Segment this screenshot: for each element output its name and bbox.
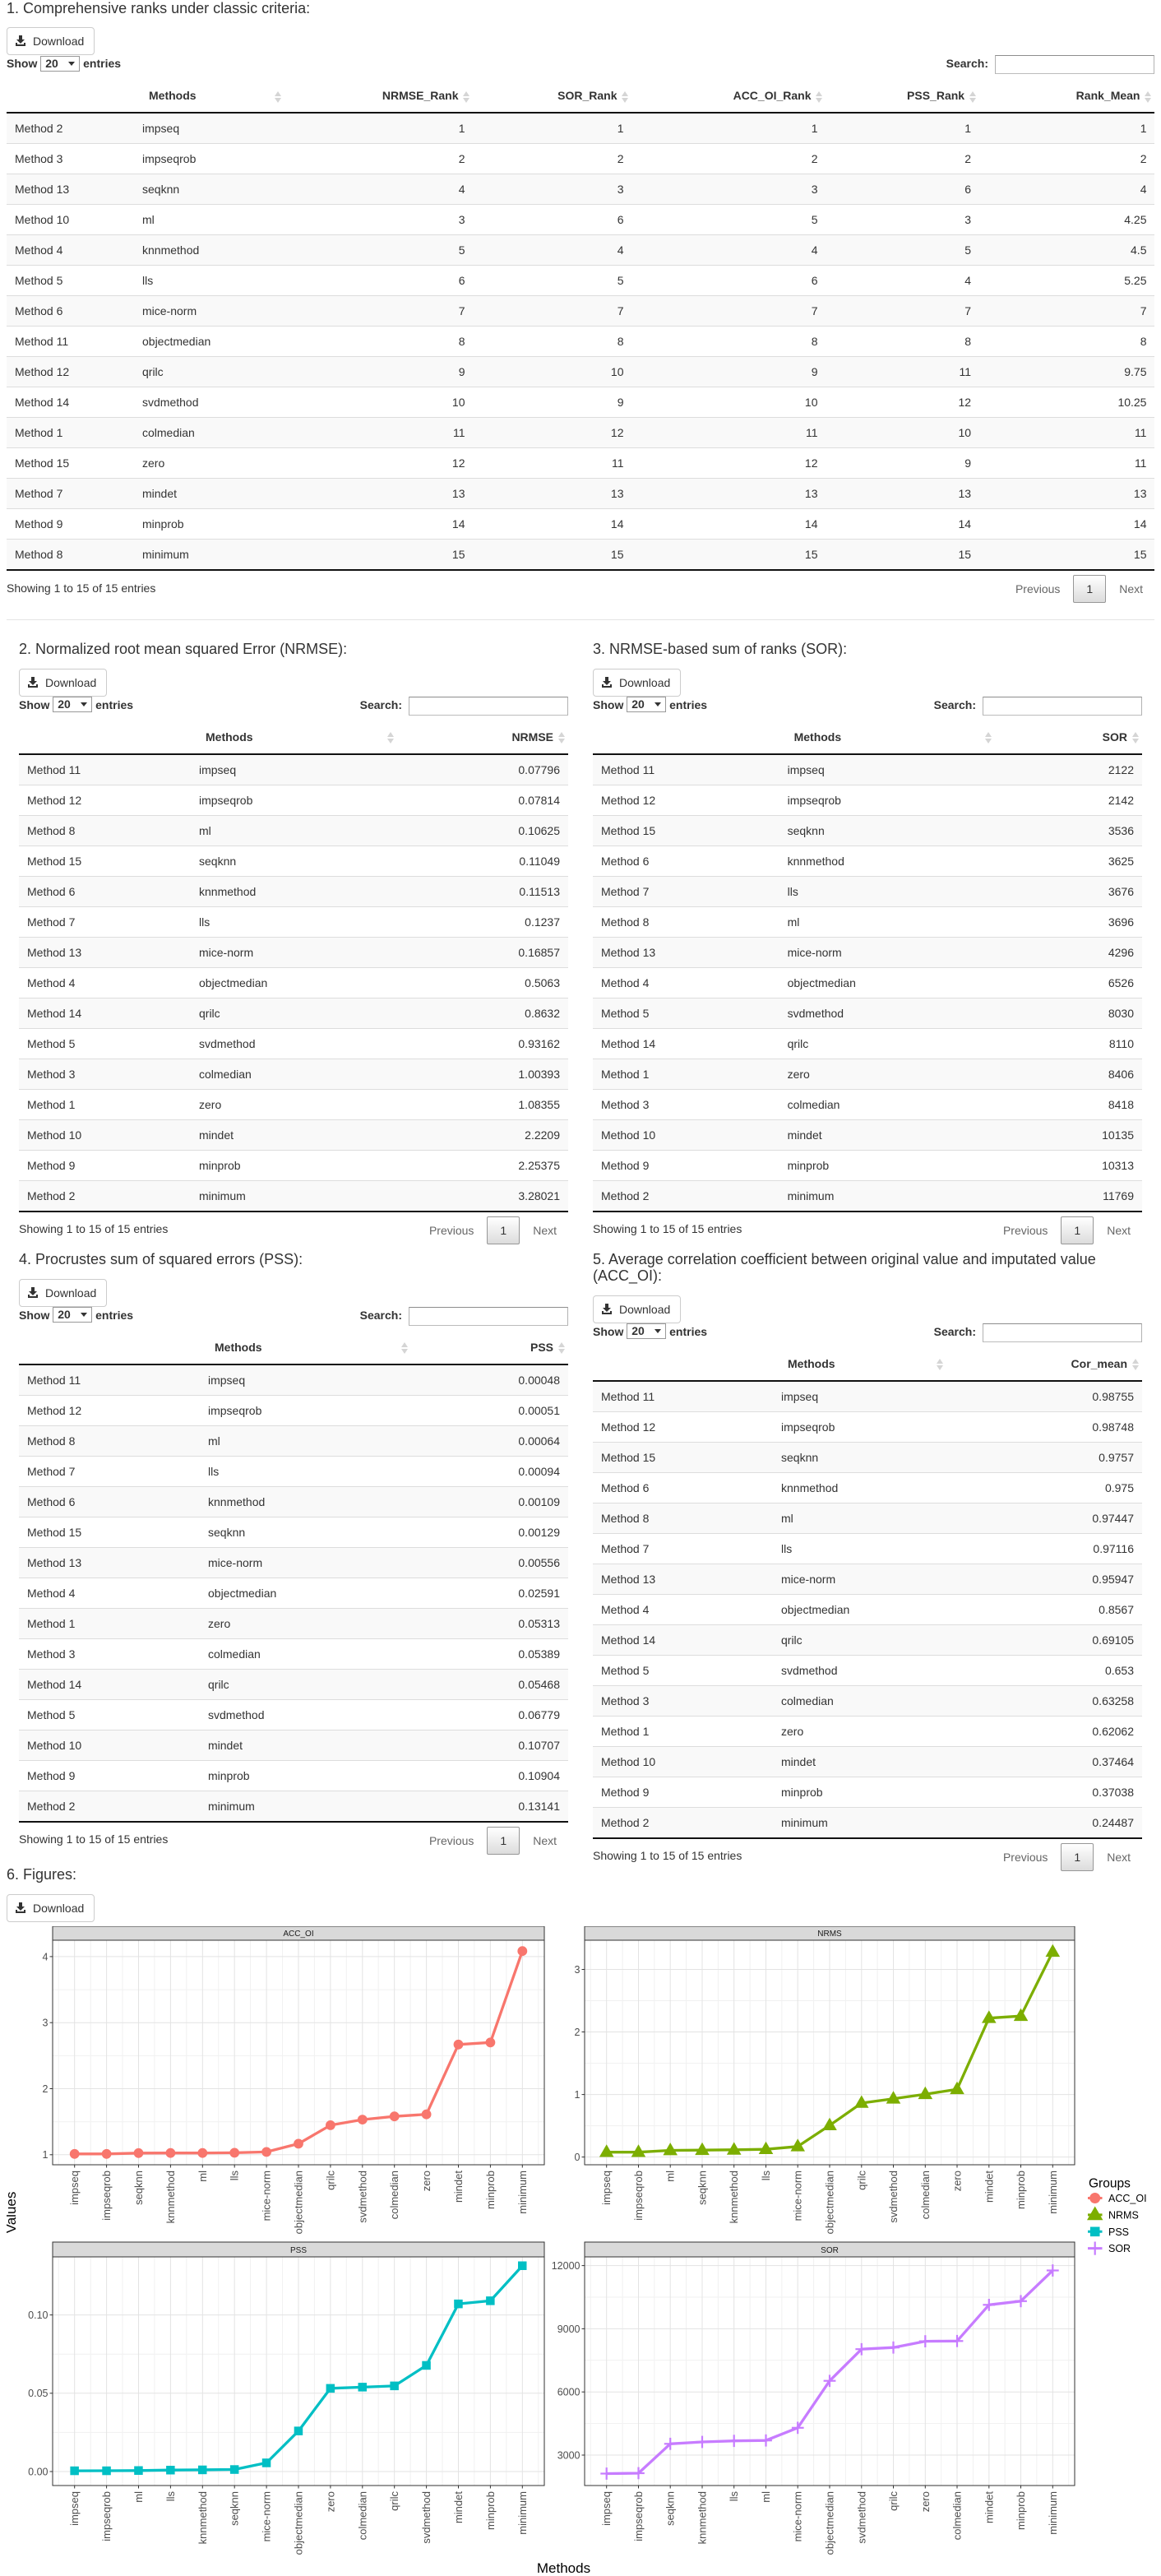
svg-text:SOR: SOR xyxy=(821,2246,839,2255)
svg-text:NRMS: NRMS xyxy=(817,1930,842,1939)
svg-text:3: 3 xyxy=(43,2018,49,2029)
svg-text:mice-norm: mice-norm xyxy=(792,2491,804,2541)
svg-text:NRMS: NRMS xyxy=(1108,2209,1139,2221)
svg-text:objectmedian: objectmedian xyxy=(824,2491,836,2555)
svg-text:mice-norm: mice-norm xyxy=(261,2171,273,2221)
svg-text:knnmethod: knnmethod xyxy=(164,2171,177,2223)
svg-text:lls: lls xyxy=(728,2490,740,2501)
svg-text:impseqrob: impseqrob xyxy=(632,2171,645,2221)
svg-text:impseq: impseq xyxy=(600,2491,613,2526)
svg-text:12000: 12000 xyxy=(552,2260,580,2272)
svg-text:minimum: minimum xyxy=(516,2171,529,2214)
svg-text:colmedian: colmedian xyxy=(919,2171,932,2219)
svg-text:zero: zero xyxy=(951,2171,964,2191)
svg-text:ml: ml xyxy=(132,2491,145,2503)
svg-text:3: 3 xyxy=(575,1964,580,1976)
svg-text:qrilc: qrilc xyxy=(887,2490,900,2510)
svg-text:seqknn: seqknn xyxy=(696,2171,709,2205)
svg-text:svdmethod: svdmethod xyxy=(855,2491,867,2544)
svg-text:qrilc: qrilc xyxy=(324,2170,336,2189)
svg-text:objectmedian: objectmedian xyxy=(293,2171,305,2234)
svg-text:mice-norm: mice-norm xyxy=(261,2491,273,2541)
svg-text:impseq: impseq xyxy=(68,2171,81,2205)
svg-text:0: 0 xyxy=(575,2152,580,2163)
svg-text:ml: ml xyxy=(760,2491,772,2503)
svg-text:impseqrob: impseqrob xyxy=(100,2171,113,2221)
svg-text:minimum: minimum xyxy=(1047,2171,1059,2214)
svg-text:ml: ml xyxy=(197,2171,209,2182)
svg-text:1: 1 xyxy=(43,2149,49,2161)
svg-text:9000: 9000 xyxy=(557,2323,580,2335)
svg-text:2: 2 xyxy=(575,2027,580,2038)
svg-text:PSS: PSS xyxy=(1108,2226,1129,2238)
svg-text:1: 1 xyxy=(575,2089,580,2101)
svg-text:qrilc: qrilc xyxy=(388,2490,400,2510)
svg-text:objectmedian: objectmedian xyxy=(824,2171,836,2234)
svg-text:mindet: mindet xyxy=(983,2491,995,2523)
svg-text:PSS: PSS xyxy=(290,2246,307,2255)
svg-text:impseq: impseq xyxy=(600,2171,613,2205)
svg-text:mindet: mindet xyxy=(452,2491,465,2523)
svg-text:zero: zero xyxy=(420,2171,432,2191)
svg-text:SOR: SOR xyxy=(1108,2243,1131,2254)
svg-text:minimum: minimum xyxy=(1047,2491,1059,2535)
svg-text:ml: ml xyxy=(664,2171,677,2182)
svg-text:mice-norm: mice-norm xyxy=(792,2171,804,2221)
svg-text:lls: lls xyxy=(229,2170,241,2180)
svg-text:minprob: minprob xyxy=(484,2491,497,2530)
svg-text:ACC_OI: ACC_OI xyxy=(1108,2193,1147,2204)
svg-text:minprob: minprob xyxy=(484,2171,497,2209)
svg-text:impseqrob: impseqrob xyxy=(632,2491,645,2541)
svg-text:colmedian: colmedian xyxy=(356,2491,368,2540)
svg-text:6000: 6000 xyxy=(557,2387,580,2398)
svg-text:4: 4 xyxy=(43,1951,49,1962)
svg-text:seqknn: seqknn xyxy=(664,2491,677,2526)
svg-text:knnmethod: knnmethod xyxy=(197,2491,209,2544)
svg-text:Methods: Methods xyxy=(537,2560,590,2576)
svg-text:qrilc: qrilc xyxy=(855,2170,867,2189)
svg-text:ACC_OI: ACC_OI xyxy=(283,1930,313,1939)
svg-text:colmedian: colmedian xyxy=(388,2171,400,2219)
svg-text:mindet: mindet xyxy=(452,2171,465,2203)
svg-text:zero: zero xyxy=(324,2491,336,2512)
svg-text:objectmedian: objectmedian xyxy=(293,2491,305,2555)
svg-text:impseqrob: impseqrob xyxy=(100,2491,113,2541)
svg-text:3000: 3000 xyxy=(557,2449,580,2461)
svg-text:lls: lls xyxy=(164,2490,177,2501)
svg-text:knnmethod: knnmethod xyxy=(696,2491,709,2544)
svg-text:0.00: 0.00 xyxy=(28,2466,48,2477)
svg-text:svdmethod: svdmethod xyxy=(887,2171,900,2223)
svg-text:2: 2 xyxy=(43,2083,49,2095)
svg-text:minprob: minprob xyxy=(1015,2491,1027,2530)
svg-text:Values: Values xyxy=(7,2192,19,2234)
svg-text:lls: lls xyxy=(760,2170,772,2180)
svg-text:mindet: mindet xyxy=(983,2171,995,2203)
svg-text:svdmethod: svdmethod xyxy=(420,2491,432,2544)
svg-text:minprob: minprob xyxy=(1015,2171,1027,2209)
svg-text:seqknn: seqknn xyxy=(132,2171,145,2205)
svg-text:0.10: 0.10 xyxy=(28,2310,48,2321)
svg-text:seqknn: seqknn xyxy=(229,2491,241,2526)
svg-text:0.05: 0.05 xyxy=(28,2388,48,2399)
svg-text:minimum: minimum xyxy=(516,2491,529,2535)
svg-text:zero: zero xyxy=(919,2491,932,2512)
svg-text:colmedian: colmedian xyxy=(951,2491,964,2540)
svg-text:impseq: impseq xyxy=(68,2491,81,2526)
svg-text:Groups: Groups xyxy=(1089,2176,1131,2190)
svg-text:knnmethod: knnmethod xyxy=(728,2171,740,2223)
svg-text:svdmethod: svdmethod xyxy=(356,2171,368,2223)
